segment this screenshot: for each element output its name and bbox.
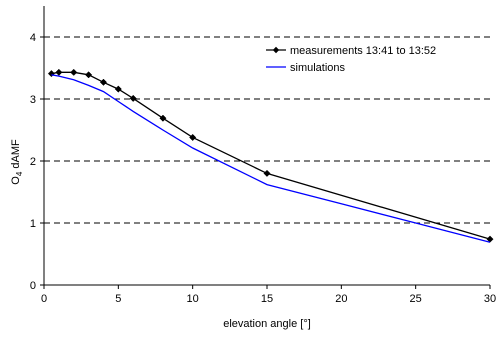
axes <box>40 6 491 289</box>
y-tick-label: 2 <box>30 156 36 168</box>
data-point-measurements <box>189 133 197 141</box>
y-tick-label: 4 <box>30 32 36 44</box>
series-line-simulations <box>51 74 491 243</box>
data-point-measurements <box>159 114 167 122</box>
y-axis-title-rest: dAMF <box>10 139 22 172</box>
data-point-measurements <box>114 85 122 93</box>
x-tick-label: 15 <box>261 293 273 305</box>
legend: measurements 13:41 to 13:52 simulations <box>266 45 436 74</box>
data-point-measurements <box>263 169 271 177</box>
data-point-measurements <box>486 235 494 243</box>
x-tick-label: 30 <box>484 293 496 305</box>
y-tick-label: 1 <box>30 218 36 230</box>
x-axis-title: elevation angle [°] <box>223 318 311 330</box>
y-axis-title: O4 dAMF <box>10 139 24 185</box>
y-axis-title-main: O <box>10 176 22 185</box>
y-tick-label: 3 <box>30 94 36 106</box>
x-tick-label: 0 <box>41 293 47 305</box>
x-tick-label: 25 <box>410 293 422 305</box>
legend-marker-measurements <box>272 46 280 54</box>
data-point-measurements <box>85 71 93 79</box>
series-layer <box>47 68 494 243</box>
x-tick-label: 5 <box>115 293 121 305</box>
series-line-measurements <box>51 71 491 240</box>
data-point-measurements <box>55 68 63 76</box>
grid-lines <box>44 36 490 224</box>
legend-label-simulations: simulations <box>290 62 346 74</box>
data-point-measurements <box>70 68 78 76</box>
legend-label-measurements: measurements 13:41 to 13:52 <box>290 45 436 57</box>
x-tick-label: 20 <box>335 293 347 305</box>
tick-labels: 0 1 2 3 4 0 5 10 15 20 25 30 <box>30 32 496 305</box>
data-point-measurements <box>129 94 137 102</box>
y-axis-title-subscript: 4 <box>15 171 24 176</box>
data-point-measurements <box>99 78 108 86</box>
y-tick-label: 0 <box>30 280 36 292</box>
x-tick-label: 10 <box>187 293 199 305</box>
